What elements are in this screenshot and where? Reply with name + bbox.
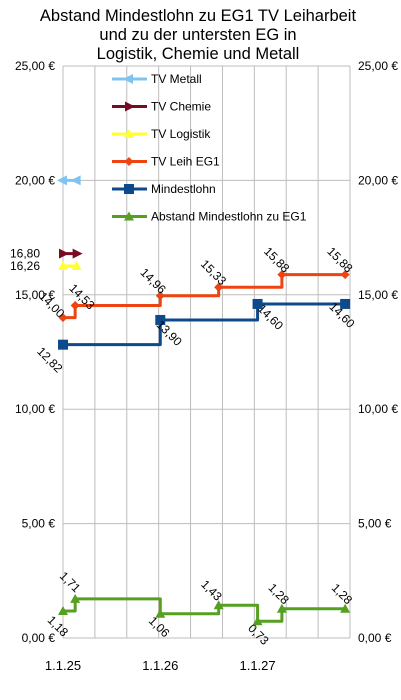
series-tv-logistik: [58, 260, 82, 270]
chart-title-line-2: und zu der untersten EG in: [99, 26, 296, 44]
data-point: [57, 175, 67, 186]
data-point: [124, 157, 134, 166]
data-label: 1,71: [57, 569, 84, 596]
legend-item: Abstand Mindestlohn zu EG1: [112, 210, 307, 224]
data-point: [70, 593, 81, 603]
data-point: [70, 301, 80, 311]
data-point: [125, 101, 135, 112]
data-point: [71, 260, 82, 270]
series-tv-chemie: [59, 248, 83, 259]
data-label: 1,28: [329, 581, 356, 608]
y-axis-right: 0,00 € 5,00 € 10,00 € 15,00 € 20,00 € 25,00 €: [358, 59, 398, 645]
data-point: [124, 211, 134, 221]
x-tick-label: 1.1.27: [239, 658, 275, 673]
data-point: [277, 270, 287, 280]
data-label: 16,26: [10, 259, 40, 273]
plot-grid: [62, 65, 351, 639]
data-label: 15,33: [198, 257, 229, 288]
series-line: [63, 273, 346, 320]
data-point: [58, 606, 68, 616]
chart-title-line-3: Logistik, Chemie und Metall: [97, 45, 300, 63]
data-point: [155, 608, 166, 618]
legend-item: Mindestlohn: [112, 182, 216, 196]
legend-label: Mindestlohn: [151, 182, 216, 196]
data-point: [340, 298, 351, 309]
legend-label: Abstand Mindestlohn zu EG1: [151, 210, 307, 224]
legend-label: TV Logistik: [151, 127, 211, 141]
data-point: [340, 270, 350, 280]
data-point: [124, 129, 134, 138]
y-tick-label-left: 25,00 €: [15, 59, 55, 73]
y-tick-label-right: 15,00 €: [358, 288, 398, 302]
legend-label: TV Metall: [151, 72, 202, 86]
chart-title-line-1: Abstand Mindestlohn zu EG1 TV Leiharbeit: [40, 7, 357, 25]
data-point: [155, 314, 166, 325]
data-point: [58, 260, 68, 270]
data-label: 15,88: [324, 244, 355, 275]
data-label: 1,43: [198, 577, 225, 604]
data-point: [252, 298, 263, 309]
legend-item: TV Logistik: [112, 127, 211, 141]
x-tick-label: 1.1.26: [142, 658, 178, 673]
y-tick-label-right: 20,00 €: [358, 173, 398, 187]
series-tv-metall: [57, 175, 81, 186]
y-tick-label-left: 20,00 €: [15, 173, 55, 187]
data-label: 16,80: [10, 247, 40, 261]
y-tick-label-left: 0,00 €: [22, 631, 56, 645]
data-point: [70, 175, 81, 186]
data-label: 14,96: [138, 265, 169, 296]
data-point: [252, 616, 263, 626]
series-line: [63, 302, 346, 347]
legend-item: TV Chemie: [112, 100, 211, 114]
data-point: [72, 248, 83, 259]
data-point: [59, 248, 69, 259]
series-abstand-mindestlohn-zu-eg1: [58, 593, 351, 626]
data-label: 14,53: [66, 281, 97, 312]
data-label: 0,73: [245, 621, 272, 648]
data-point: [214, 282, 224, 292]
data-point: [155, 291, 165, 301]
series-mindestlohn: [58, 298, 351, 350]
data-point: [58, 339, 68, 350]
y-tick-label-right: 0,00 €: [358, 631, 392, 645]
data-point: [276, 603, 287, 613]
data-point: [340, 603, 351, 613]
data-label: 15,88: [261, 244, 292, 275]
data-point: [124, 184, 134, 194]
data-label: 1,06: [146, 614, 173, 641]
legend-item: TV Leih EG1: [112, 155, 220, 169]
y-axis-left: 0,00 € 5,00 € 10,00 € 15,00 € 20,00 € 25,00 €: [15, 59, 55, 645]
series-tv-leih-eg1: [58, 270, 350, 323]
data-label: 14,60: [326, 300, 357, 331]
x-tick-label: 1.1.25: [45, 658, 81, 673]
series-line: [63, 597, 346, 623]
data-point: [58, 313, 68, 323]
data-label: 1,28: [266, 581, 293, 608]
legend-label: TV Leih EG1: [151, 155, 220, 169]
y-tick-label-right: 25,00 €: [358, 59, 398, 73]
data-point: [213, 600, 224, 610]
data-point: [123, 74, 133, 84]
y-tick-label-left: 15,00 €: [15, 288, 55, 302]
x-axis: 1.1.25 1.1.26 1.1.27: [45, 658, 276, 673]
legend: TV Metall TV Chemie TV Logistik TV Leih EG1…: [112, 72, 307, 224]
series-layer: [57, 175, 351, 626]
y-tick-label-right: 5,00 €: [358, 517, 392, 531]
y-tick-label-left: 10,00 €: [15, 402, 55, 416]
data-label: 14,60: [255, 302, 286, 333]
legend-label: TV Chemie: [151, 100, 211, 114]
legend-item: TV Metall: [112, 72, 202, 86]
y-tick-label-left: 5,00 €: [22, 517, 56, 531]
y-tick-label-right: 10,00 €: [358, 402, 398, 416]
